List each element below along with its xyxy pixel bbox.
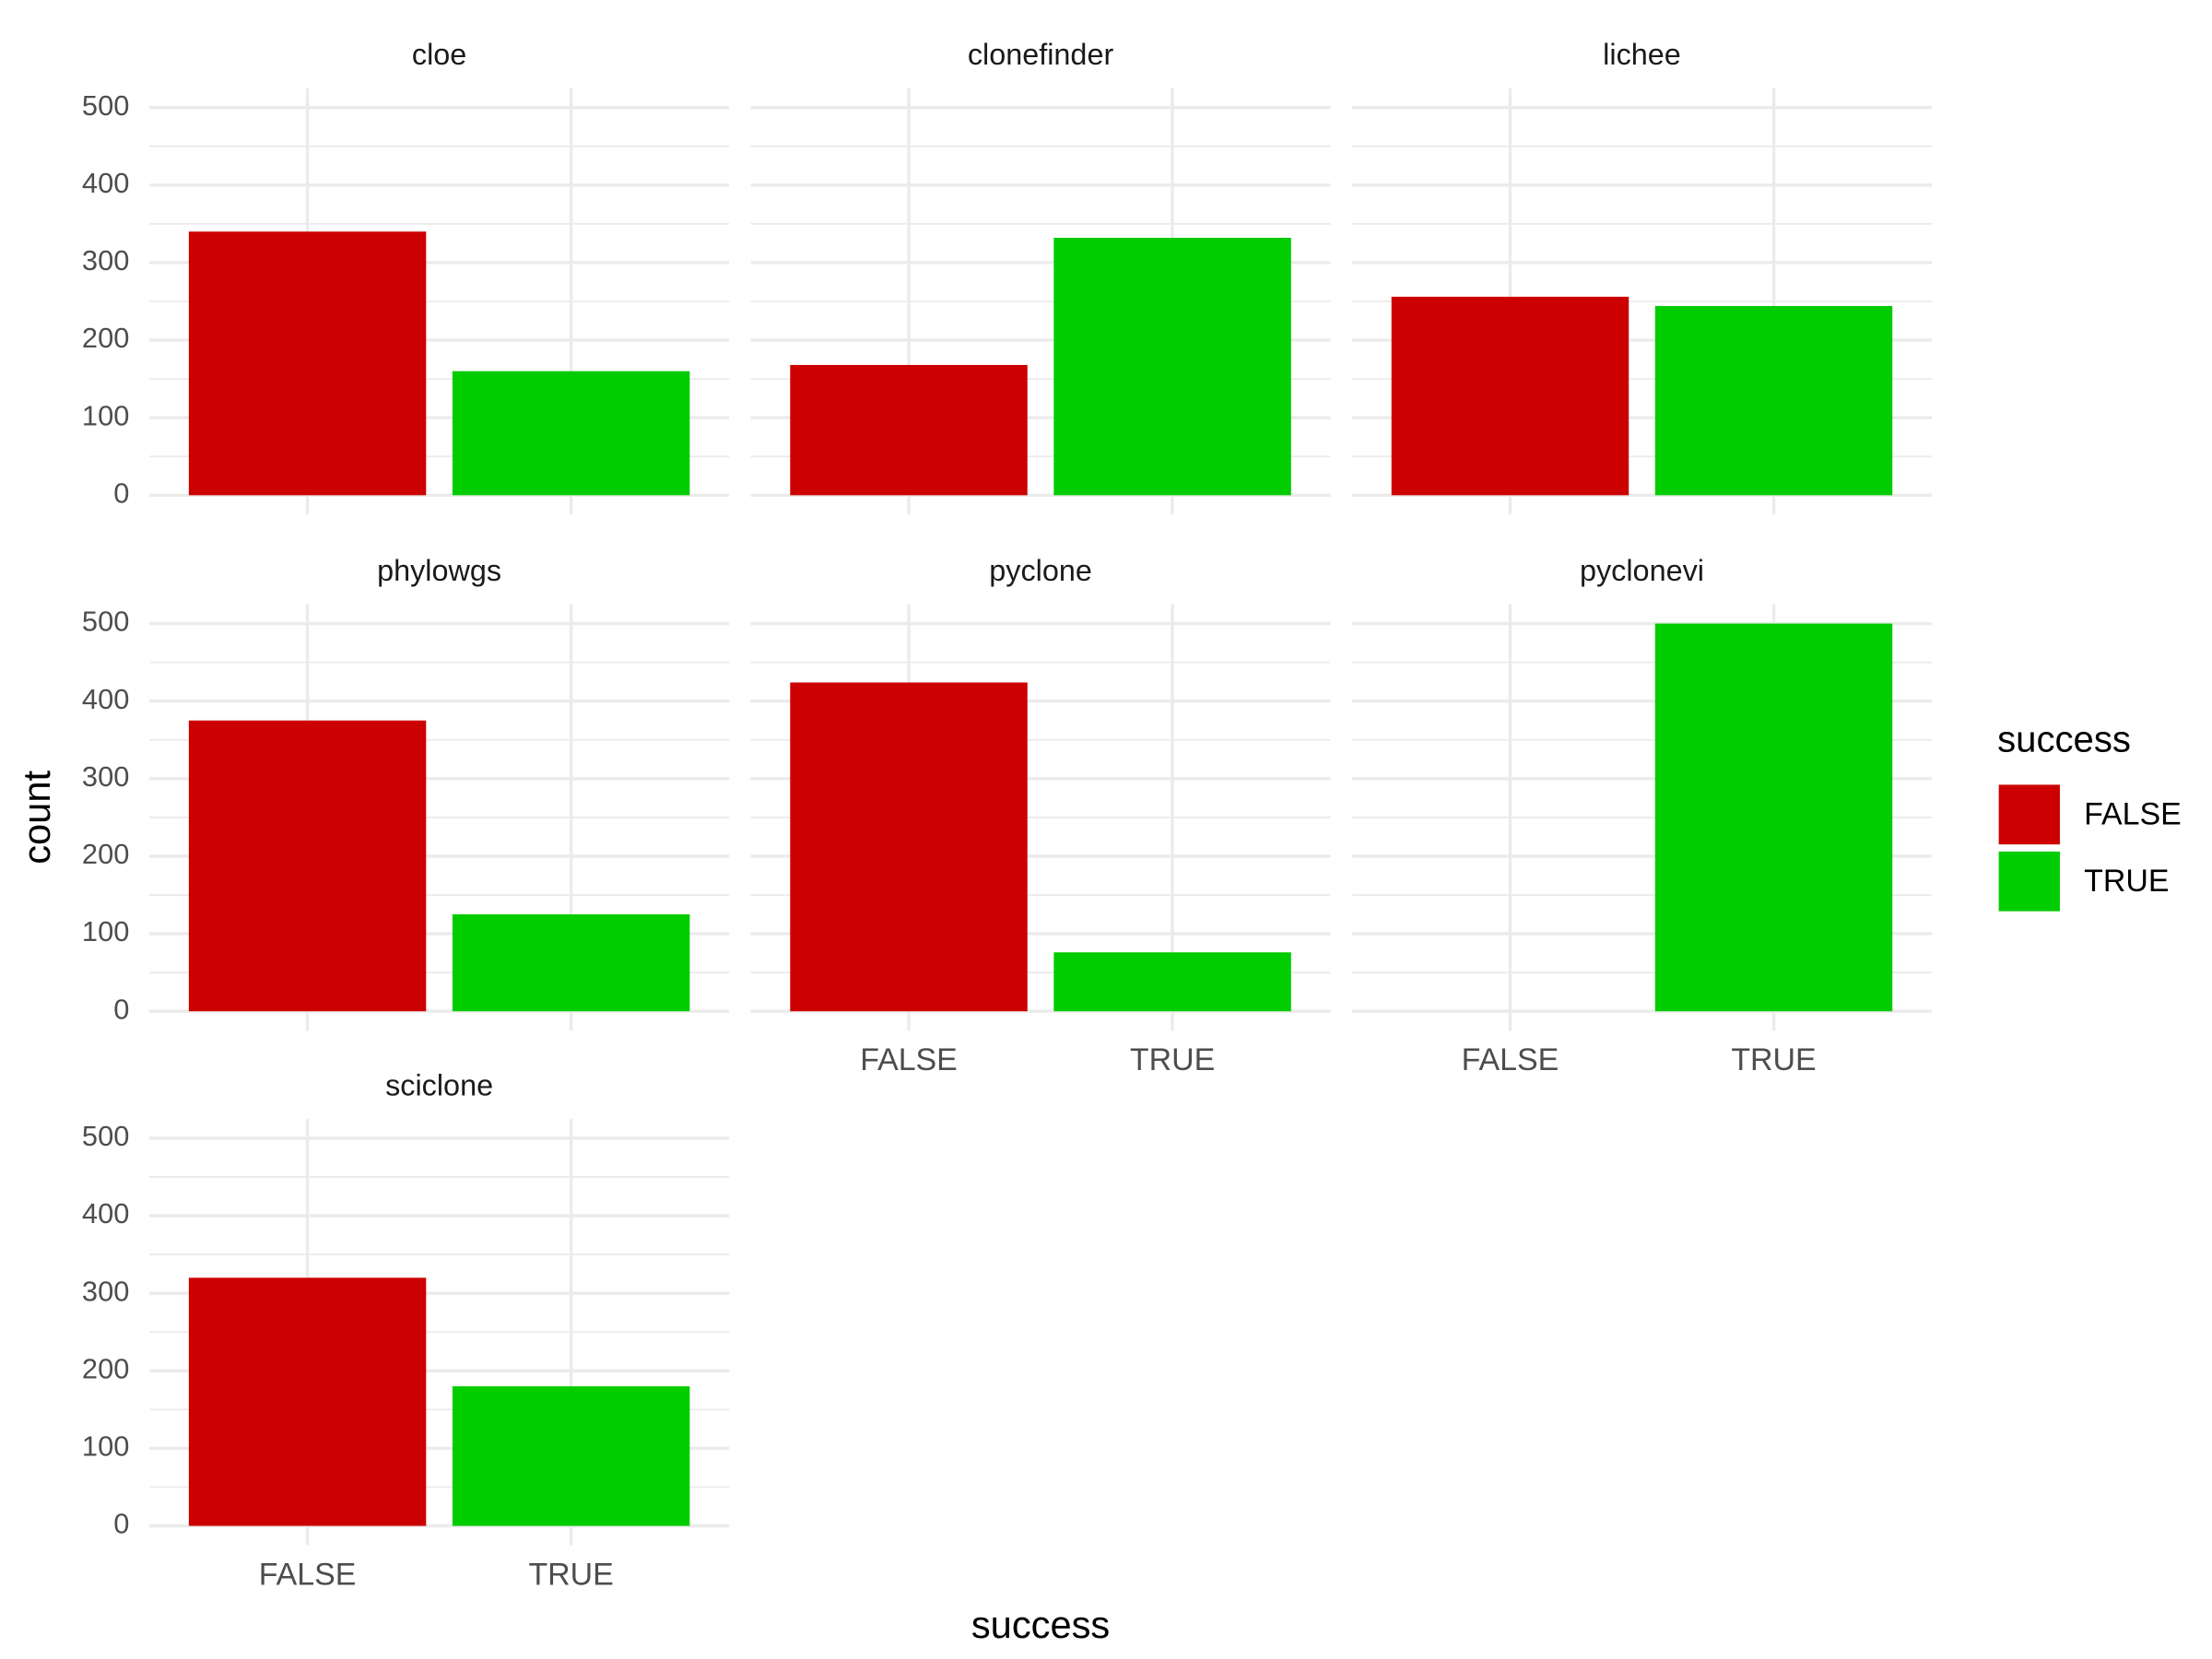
y-tick-label: 200 xyxy=(82,322,129,354)
y-tick-label: 400 xyxy=(82,167,129,199)
x-tick-label: FALSE xyxy=(860,1042,958,1077)
legend-key xyxy=(1998,851,2060,912)
y-tick-label: 200 xyxy=(82,838,129,870)
bar xyxy=(188,720,427,1012)
bar xyxy=(790,364,1028,496)
x-tick-label: TRUE xyxy=(1731,1042,1816,1077)
legend-title: success xyxy=(1997,720,2131,760)
y-tick-label: 500 xyxy=(82,606,129,638)
facet-title: cloe xyxy=(412,38,466,71)
x-tick-label: TRUE xyxy=(1130,1042,1215,1077)
bar xyxy=(188,231,427,496)
legend-key xyxy=(1998,784,2060,845)
y-tick-label: 400 xyxy=(82,1197,129,1230)
bar xyxy=(188,1277,427,1526)
facet-title: lichee xyxy=(1603,38,1681,71)
facet-title: clonefinder xyxy=(968,38,1114,71)
y-tick-label: 300 xyxy=(82,244,129,276)
y-tick-label: 200 xyxy=(82,1352,129,1384)
bar xyxy=(1654,306,1893,496)
legend-label: FALSE xyxy=(2084,796,2182,831)
bar xyxy=(1053,238,1291,496)
bar xyxy=(1391,296,1630,496)
y-tick-label: 100 xyxy=(82,1430,129,1463)
y-tick-label: 0 xyxy=(113,993,129,1025)
y-tick-label: 500 xyxy=(82,1120,129,1152)
bar xyxy=(790,682,1028,1012)
y-tick-label: 100 xyxy=(82,915,129,947)
y-tick-label: 500 xyxy=(82,89,129,122)
y-axis-label: count xyxy=(15,771,58,865)
y-tick-label: 400 xyxy=(82,683,129,715)
facet-title: pyclone xyxy=(989,554,1092,587)
x-axis-label: success xyxy=(971,1603,1110,1646)
facet-title: pyclonevi xyxy=(1580,554,1704,587)
x-tick-label: FALSE xyxy=(259,1558,357,1593)
legend-label: TRUE xyxy=(2084,864,2169,899)
bar xyxy=(1654,623,1893,1012)
bar xyxy=(452,914,690,1012)
facet-title: phylowgs xyxy=(377,554,501,587)
y-tick-label: 0 xyxy=(113,477,129,509)
bar xyxy=(452,371,690,496)
facet-title: sciclone xyxy=(385,1069,493,1102)
x-tick-label: TRUE xyxy=(528,1558,613,1593)
x-tick-label: FALSE xyxy=(1462,1042,1559,1077)
bar xyxy=(452,1386,690,1526)
bar xyxy=(1053,952,1291,1012)
y-tick-label: 0 xyxy=(113,1508,129,1540)
y-tick-label: 300 xyxy=(82,1275,129,1307)
y-tick-label: 100 xyxy=(82,399,129,431)
y-tick-label: 300 xyxy=(82,760,129,793)
